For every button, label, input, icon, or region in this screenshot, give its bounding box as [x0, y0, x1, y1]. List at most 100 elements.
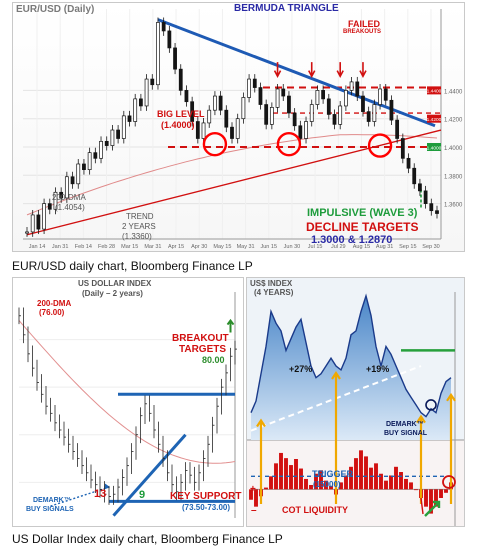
candle: [93, 152, 98, 159]
candle: [304, 121, 308, 139]
candle: [195, 121, 200, 139]
candle: [99, 140, 103, 159]
candle: [395, 119, 400, 139]
candle: [378, 88, 382, 105]
candle: [230, 126, 234, 139]
breakouts-label: BREAKOUTS: [343, 29, 382, 35]
candle: [150, 78, 155, 86]
x-tick-label: Feb 14: [75, 244, 92, 250]
candle: [241, 97, 246, 120]
candle: [406, 157, 411, 169]
usd-index-title: US$ INDEX: [250, 279, 293, 288]
demark-count-13: 13: [94, 488, 107, 500]
dxy-caption: US Dollar Index daily chart, Bloomberg F…: [12, 532, 283, 546]
candle: [383, 88, 388, 101]
trend-years-label: 2 YEARS: [122, 222, 156, 231]
decline-targets-value: 1.3000 & 1.2870: [311, 234, 393, 246]
buy-signals-label: BUY SIGNALS: [26, 506, 74, 513]
x-tick-label: Jul 29: [331, 244, 346, 250]
key-support-value: (73.50-73.00): [182, 503, 231, 512]
dma-label: 200-DMA: [52, 193, 86, 202]
cot-bar: [324, 480, 328, 490]
x-tick-label: Mar 31: [144, 244, 161, 250]
candle: [247, 78, 251, 98]
impulsive-label: IMPULSIVE (WAVE 3): [307, 207, 418, 219]
cot-bar: [409, 482, 413, 490]
cot-bar: [389, 475, 393, 490]
candle: [133, 98, 138, 122]
cot-bar: [379, 473, 383, 490]
cot-bar: [384, 480, 388, 490]
cot-bar: [434, 489, 438, 507]
signal-arrowhead: [331, 371, 341, 380]
candle: [275, 88, 280, 108]
candle: [429, 203, 434, 212]
eurusd-caption: EUR/USD daily chart, Bloomberg Finance L…: [12, 259, 253, 273]
cot-liquidity-label: COT LIQUIDITY: [282, 505, 348, 515]
gain-27-label: +27%: [289, 364, 313, 374]
cot-bar: [249, 489, 253, 500]
cot-bar: [269, 476, 273, 490]
candle: [418, 183, 422, 192]
candle: [116, 129, 121, 139]
y-tick-label: 1.4400: [444, 89, 463, 95]
candle: [218, 95, 223, 111]
usd-index-4y-panel: [246, 277, 465, 527]
cot-bar: [314, 473, 318, 490]
candle: [47, 203, 52, 210]
cot-bar: [424, 489, 428, 507]
big-level-label: BIG LEVEL: [157, 109, 205, 119]
candle: [412, 167, 417, 185]
candle: [36, 214, 41, 230]
signal-arrowhead: [416, 414, 426, 424]
cot-bar: [404, 478, 408, 490]
x-tick-label: Jun 30: [284, 244, 301, 250]
price-line: [250, 293, 452, 418]
cot-bar: [299, 468, 303, 490]
cot-bar: [264, 487, 268, 490]
cot-plus-sign: +: [250, 484, 256, 495]
candle: [167, 30, 172, 49]
candle: [190, 101, 195, 122]
cot-bar: [279, 452, 283, 490]
cot-bar: [284, 458, 288, 490]
breakout-arrow: [226, 318, 235, 333]
price-tag-label: 1.4400: [427, 89, 442, 95]
dxy-daily-chart-panel: [12, 277, 244, 527]
price-tag-label: 1.4200: [427, 117, 442, 123]
cot-bar: [349, 466, 353, 490]
x-tick-label: Apr 15: [168, 244, 184, 250]
cot-bar: [339, 482, 343, 490]
key-support-label: KEY SUPPORT: [170, 491, 242, 502]
candle: [156, 22, 160, 86]
cot-marker-arrow: [420, 497, 424, 515]
trend-label: TREND: [126, 212, 154, 221]
x-tick-label: May 15: [213, 244, 231, 250]
cot-bar: [254, 489, 258, 507]
candle: [42, 203, 46, 230]
failed-breakout-arrow: [336, 62, 344, 78]
trend-value: (1.3360): [122, 232, 152, 241]
highlight-circle: [367, 133, 393, 158]
x-tick-label: Jan 31: [52, 244, 69, 250]
failed-breakout-arrow: [308, 62, 316, 78]
dxy-dma-value: (76.00): [39, 308, 65, 317]
highlight-circle: [276, 131, 302, 157]
usd-buy-signal-label: BUY SIGNAL: [384, 430, 428, 437]
cot-bar: [344, 475, 348, 490]
candle: [298, 125, 303, 139]
cot-bar: [329, 485, 333, 490]
candle: [161, 22, 166, 32]
signal-arrowhead: [256, 418, 266, 428]
x-tick-label: Sep 15: [399, 244, 416, 250]
price-tag-label: 1.4000: [427, 145, 442, 151]
bermuda-triangle-line: [157, 18, 436, 128]
candle: [87, 152, 92, 170]
bermuda-triangle-label: BERMUDA TRIANGLE: [234, 3, 339, 14]
candle: [235, 118, 240, 139]
cot-bar: [414, 489, 418, 491]
dma-value: (1.4054): [55, 203, 85, 212]
usd-index-4y-chart: [247, 278, 464, 526]
decline-targets-label: DECLINE TARGETS: [306, 220, 419, 234]
dxy-dma-label: 200-DMA: [37, 299, 72, 308]
